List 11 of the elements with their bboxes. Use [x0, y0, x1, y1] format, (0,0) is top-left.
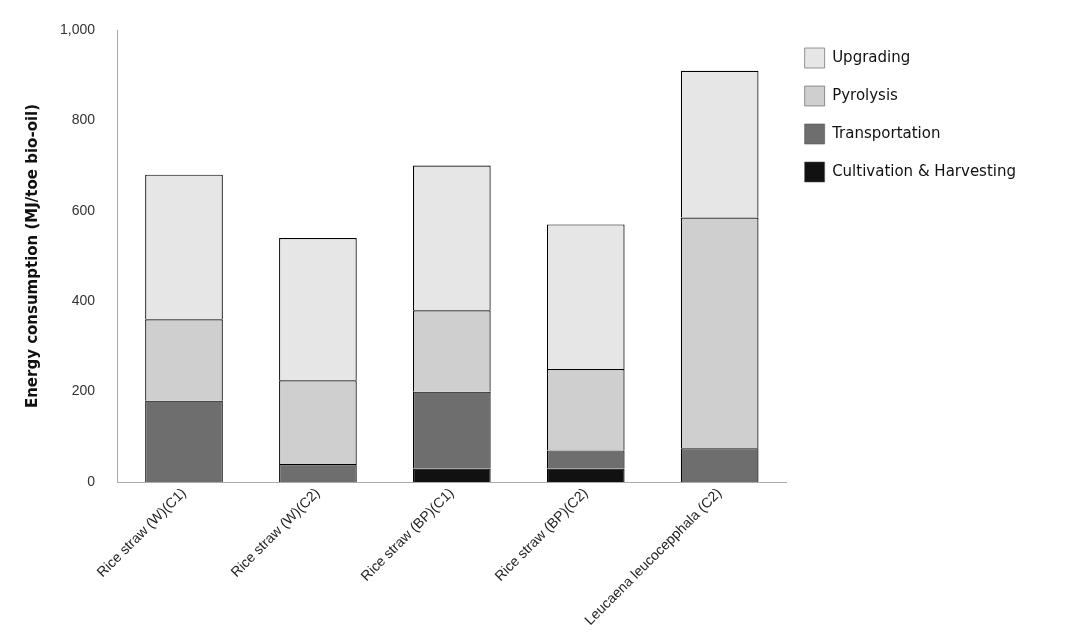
y-tick-label: 0	[87, 472, 96, 489]
y-tick-label: 200	[71, 382, 96, 399]
legend-label: Upgrading	[832, 47, 911, 66]
y-tick-label: 800	[71, 111, 96, 128]
y-tick-label: 1,000	[59, 20, 96, 37]
legend-label: Transportation	[831, 123, 941, 142]
legend-label: Pyrolysis	[832, 85, 899, 104]
y-axis-title: Energy consumption (MJ/toe bio-oil)	[22, 103, 41, 409]
legend-label: Cultivation & Harvesting	[832, 161, 1017, 180]
y-tick-label: 400	[71, 292, 96, 309]
y-tick-label: 600	[71, 201, 96, 218]
